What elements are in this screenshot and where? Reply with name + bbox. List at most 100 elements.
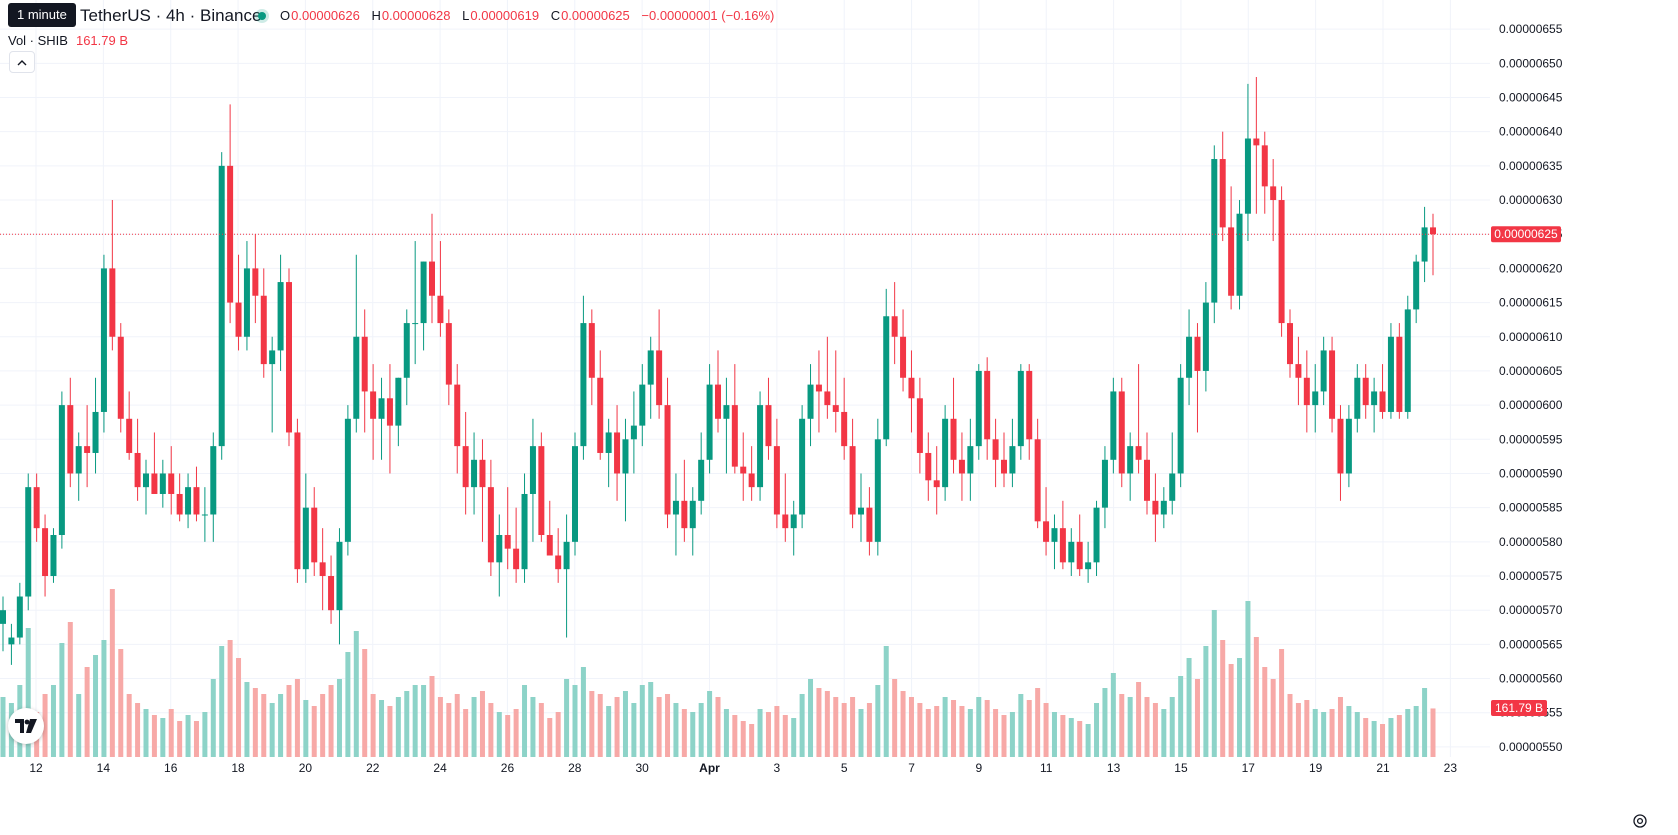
volume-bar bbox=[673, 703, 679, 757]
volume-bar bbox=[1178, 676, 1184, 757]
candle-body bbox=[277, 282, 284, 351]
time-tick-label: 20 bbox=[299, 761, 313, 775]
price-tick-label: 0.00000590 bbox=[1499, 466, 1563, 480]
time-tick-label: 16 bbox=[164, 761, 178, 775]
volume-bar bbox=[564, 679, 570, 757]
price-tick-label: 0.00000570 bbox=[1499, 603, 1563, 617]
volume-legend[interactable]: Vol · SHIB 161.79 B bbox=[8, 32, 128, 48]
time-tick-label: 22 bbox=[366, 761, 380, 775]
candle-body bbox=[126, 418, 133, 453]
volume-bar bbox=[50, 685, 56, 757]
candle-body bbox=[942, 418, 949, 488]
volume-bar bbox=[42, 694, 48, 757]
price-tick-label: 0.00000585 bbox=[1499, 501, 1563, 515]
volume-bar bbox=[1211, 610, 1217, 757]
candle-body bbox=[538, 446, 545, 535]
volume-bar bbox=[1026, 700, 1032, 757]
candle-body bbox=[395, 377, 402, 426]
candle-body bbox=[1085, 562, 1092, 570]
volume-bar bbox=[404, 691, 410, 757]
volume-bar bbox=[1396, 715, 1402, 757]
candle-body bbox=[1413, 261, 1420, 310]
candle-body bbox=[1017, 370, 1024, 447]
volume-bar bbox=[454, 694, 460, 757]
close-label: C bbox=[550, 8, 561, 23]
time-tick-label: 12 bbox=[29, 761, 43, 775]
candle-body bbox=[353, 336, 360, 419]
volume-bar bbox=[1051, 712, 1057, 757]
time-tick-label: 24 bbox=[433, 761, 447, 775]
volume-bar bbox=[294, 679, 300, 757]
price-tick-label: 0.00000630 bbox=[1499, 193, 1563, 207]
price-tick-label: 0.00000645 bbox=[1499, 90, 1563, 104]
ohlc-legend: O0.00000626 H0.00000628 L0.00000619 C0.0… bbox=[280, 8, 782, 24]
volume-bar bbox=[446, 703, 452, 757]
volume-bar bbox=[648, 682, 654, 757]
high-label: H bbox=[371, 8, 381, 23]
candle-body bbox=[1295, 364, 1302, 378]
gear-icon[interactable] bbox=[1631, 812, 1649, 830]
candle-body bbox=[1396, 336, 1403, 412]
candle-body bbox=[740, 466, 747, 474]
candle-body bbox=[572, 446, 578, 542]
candle-body bbox=[1169, 473, 1176, 501]
volume-bar bbox=[833, 697, 839, 757]
candle-body bbox=[689, 500, 696, 529]
volume-bar bbox=[715, 697, 721, 757]
candle-body bbox=[1236, 213, 1243, 296]
candle-body bbox=[445, 323, 452, 385]
candle-body bbox=[883, 316, 890, 440]
volume-bar bbox=[177, 721, 183, 757]
last-price-label: 0.00000625 bbox=[1491, 226, 1561, 243]
volume-bar bbox=[1018, 694, 1024, 757]
volume-bar bbox=[824, 691, 830, 757]
candle-body bbox=[159, 473, 166, 494]
collapse-legend-button[interactable] bbox=[9, 51, 35, 73]
candle-body bbox=[1093, 507, 1100, 563]
volume-bar bbox=[1354, 712, 1360, 757]
candle-body bbox=[319, 562, 326, 577]
volume-bar bbox=[875, 685, 881, 757]
market-status-dot[interactable] bbox=[258, 12, 266, 20]
volume-bar bbox=[774, 706, 780, 757]
candle-body bbox=[260, 295, 267, 365]
candle-body bbox=[1312, 391, 1319, 406]
volume-bar bbox=[1152, 703, 1158, 757]
volume-bar bbox=[412, 685, 418, 757]
price-tick-label: 0.00000650 bbox=[1499, 56, 1563, 70]
tradingview-logo-icon[interactable] bbox=[8, 708, 44, 744]
volume-bar bbox=[429, 676, 435, 757]
time-tick-label: Apr bbox=[699, 761, 720, 775]
volume-bar bbox=[1253, 637, 1259, 757]
volume-bar bbox=[160, 718, 166, 757]
price-tick-label: 0.00000575 bbox=[1499, 569, 1563, 583]
volume-bar bbox=[799, 694, 805, 757]
volume-bar bbox=[311, 706, 317, 757]
candle-body bbox=[8, 637, 15, 645]
last-volume-label-text: 161.79 B bbox=[1495, 701, 1543, 715]
symbol-title[interactable]: TetherUS · 4h · Binance bbox=[80, 6, 262, 25]
volume-bar bbox=[665, 694, 671, 757]
volume-bar bbox=[1321, 712, 1327, 757]
candle-body bbox=[975, 370, 982, 447]
candle-body bbox=[328, 576, 335, 611]
volume-bar bbox=[1329, 709, 1335, 757]
volume-bar bbox=[967, 709, 973, 757]
candle-body bbox=[824, 391, 831, 406]
volume-bar bbox=[1068, 718, 1074, 757]
candle-body bbox=[151, 473, 158, 494]
volume-bar bbox=[227, 640, 233, 757]
last-volume-label-bg bbox=[1491, 700, 1547, 716]
candle-body bbox=[1051, 528, 1058, 542]
candle-body bbox=[1001, 459, 1007, 474]
volume-bar bbox=[757, 709, 763, 757]
volume-bar bbox=[328, 685, 334, 757]
candlestick-series bbox=[0, 76, 1436, 665]
candle-body bbox=[799, 418, 806, 515]
candle-body bbox=[269, 350, 276, 365]
candle-body bbox=[1337, 418, 1344, 474]
price-tick-label: 0.00000600 bbox=[1499, 398, 1563, 412]
candle-body bbox=[933, 480, 940, 488]
volume-bar bbox=[892, 679, 898, 757]
